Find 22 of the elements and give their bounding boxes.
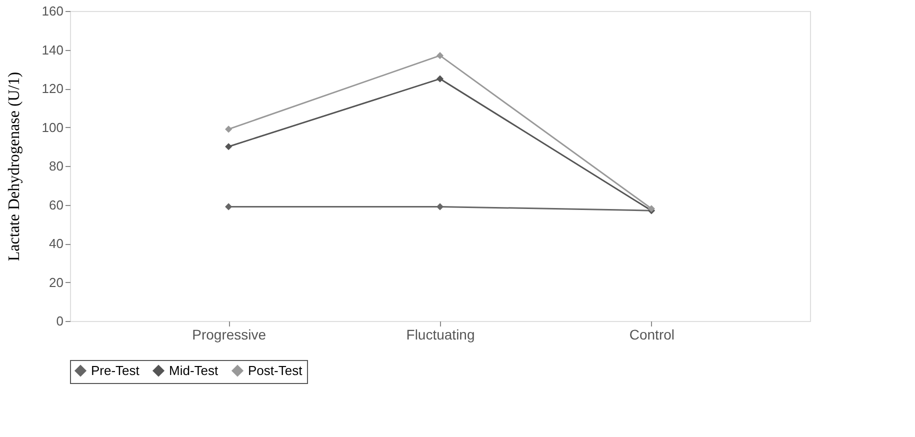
y-tick-label: 20 bbox=[49, 274, 64, 290]
point bbox=[225, 203, 232, 210]
y-tick-label: 60 bbox=[49, 197, 64, 212]
legend-label: Pre-Test bbox=[91, 362, 140, 378]
y-tick-label: 80 bbox=[49, 158, 64, 174]
legend-label: Post-Test bbox=[248, 362, 303, 378]
point bbox=[225, 143, 232, 150]
point bbox=[436, 203, 444, 210]
x-tick-label: Control bbox=[629, 326, 674, 342]
y-tick-label: 160 bbox=[42, 4, 64, 18]
y-tick-label: 140 bbox=[42, 42, 64, 58]
y-tick-label: 100 bbox=[42, 120, 64, 135]
y-tick-label: 120 bbox=[42, 81, 64, 96]
x-tick-label: Progressive bbox=[192, 326, 266, 342]
legend-label: Mid-Test bbox=[169, 362, 219, 378]
x-tick-label: Fluctuating bbox=[406, 326, 475, 342]
point bbox=[225, 126, 232, 133]
y-tick-label: 0 bbox=[56, 314, 64, 328]
point bbox=[436, 52, 444, 60]
y-tick-label: 40 bbox=[49, 236, 64, 251]
y-axis-title: Lactate Dehydrogenase (U/1) bbox=[6, 72, 23, 262]
point bbox=[436, 75, 444, 82]
